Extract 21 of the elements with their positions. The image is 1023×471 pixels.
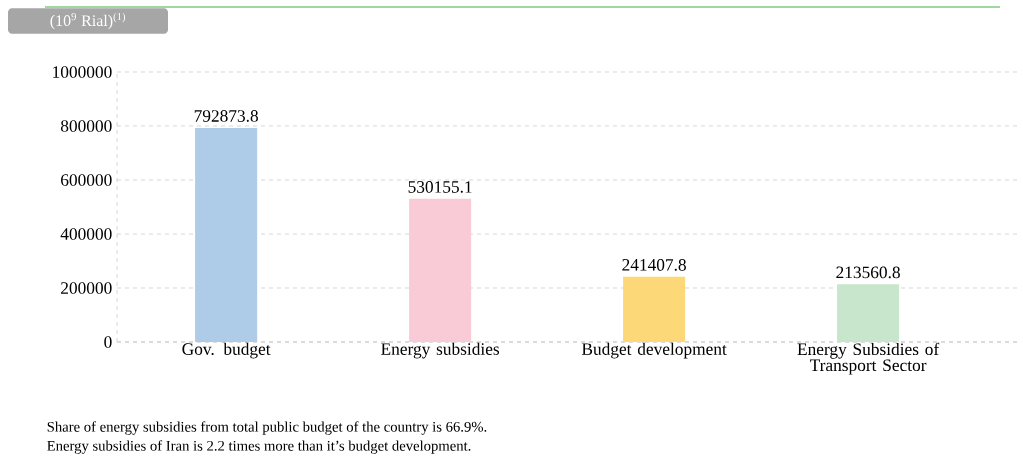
data-label: 530155.1 [408,181,472,193]
text: Energy subsidies of Iran is 2.2 times more than it’s budget development. [47,440,471,454]
y-tick-label: 800000 [60,120,112,132]
y-axis-title: (10$^{9}$ Rial)$^{(1)}$ [50,12,126,30]
y-tick-label: 0 [104,336,112,348]
bar [409,198,472,342]
bar [195,127,258,342]
x-tick-label: Gov. budget [182,342,271,359]
y-tick-label: 1000000 [53,66,112,78]
y-tick-label: 400000 [60,228,112,240]
data-label: 241407.8 [622,259,686,271]
y-tick-label: 200000 [61,282,112,294]
x-tick-label: Energy Subsidies of Transport Sector [797,342,940,375]
data-label: 792873.8 [194,110,258,122]
y-tick-label: 600000 [61,174,112,186]
bar [837,284,900,342]
text: Share of energy subsidies from total public budget of the country is 66.9%. [47,421,487,435]
x-tick-label: Budget development [581,342,727,359]
data-label: 213560.8 [836,266,900,279]
bar [623,276,686,342]
x-tick-label: Energy subsidies [381,342,500,359]
